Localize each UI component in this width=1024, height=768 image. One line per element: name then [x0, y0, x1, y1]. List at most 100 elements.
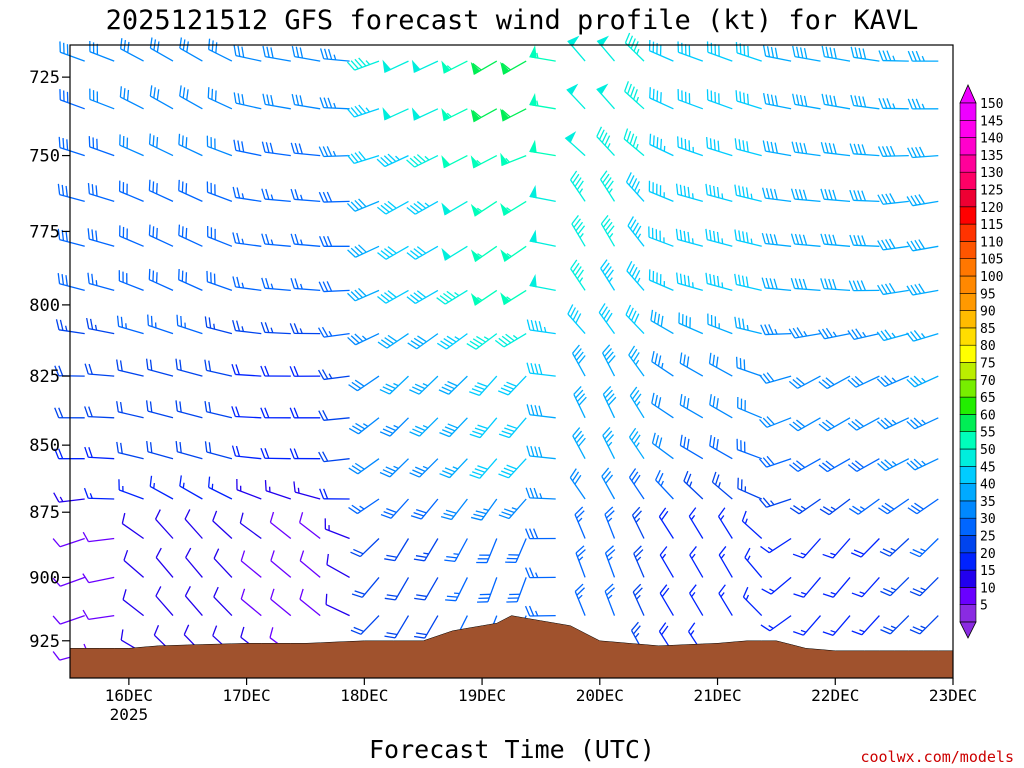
barb-staff [455, 577, 468, 601]
barb-full [855, 328, 863, 338]
wind-barb [318, 146, 350, 158]
barb-staff [206, 411, 233, 419]
barb-full [208, 442, 212, 454]
barb-full [792, 421, 802, 430]
wind-barb [851, 576, 880, 598]
barb-full [789, 507, 800, 515]
wind-barb [566, 83, 586, 110]
wind-barb [406, 200, 439, 215]
barb-full [631, 266, 638, 278]
barb-pennant [529, 274, 537, 288]
barb-full [119, 86, 122, 98]
barb-full [350, 247, 360, 257]
barb-full [265, 142, 270, 153]
barb-full [409, 472, 420, 478]
barb-staff [765, 375, 792, 384]
barb-full [317, 327, 325, 338]
barb-full [318, 451, 325, 462]
barb-full [790, 233, 796, 245]
barb-full [116, 315, 120, 327]
barb-half [862, 331, 867, 338]
barb-half [890, 625, 897, 629]
wind-barb [260, 407, 291, 419]
barb-full [683, 274, 687, 286]
wind-barb [289, 323, 321, 335]
wind-barb [414, 577, 439, 601]
wind-barb [441, 245, 468, 261]
barb-staff [824, 55, 851, 62]
barb-full [350, 629, 362, 635]
barb-full [526, 404, 531, 415]
barb-full [270, 95, 274, 106]
barb-full [122, 136, 125, 147]
barb-full [853, 190, 859, 201]
barb-staff [794, 55, 821, 62]
barb-full [679, 184, 683, 196]
barb-staff [648, 236, 674, 247]
barb-full [769, 188, 774, 200]
barb-full [849, 189, 855, 201]
barb-full [534, 446, 539, 458]
barb-staff [235, 102, 262, 110]
wind-barb [82, 531, 115, 543]
barb-full [409, 204, 420, 213]
barb-staff [59, 537, 85, 548]
wind-barb [213, 548, 233, 578]
barb-staff [120, 96, 144, 110]
wind-barb [717, 507, 733, 539]
wind-barb [233, 139, 262, 157]
barb-half [424, 155, 430, 161]
barb-half [721, 282, 724, 288]
barb-half [720, 553, 726, 559]
barb-staff [390, 498, 409, 519]
barb-staff [912, 289, 939, 296]
wind-barb [906, 239, 939, 252]
wind-barb [906, 458, 939, 471]
barb-full [741, 510, 747, 522]
barb-full [233, 92, 237, 104]
barb-full [824, 142, 829, 154]
barb-half [297, 487, 300, 494]
wind-barb [147, 314, 174, 335]
barb-half [750, 238, 753, 245]
wind-barb [567, 304, 586, 335]
wind-barb [52, 537, 85, 548]
barb-full [152, 226, 155, 238]
barb-staff [794, 287, 821, 292]
barb-half [691, 553, 696, 559]
barb-full [290, 142, 295, 154]
barb-half [578, 188, 584, 194]
barb-full [354, 152, 363, 162]
barb-full [264, 407, 270, 419]
barb-staff [59, 193, 85, 203]
barb-full [179, 359, 182, 371]
barb-half [691, 591, 696, 598]
barb-full [385, 383, 396, 390]
barb-full [416, 594, 427, 598]
barb-full [119, 360, 123, 372]
barb-half [89, 493, 93, 499]
barb-full [265, 278, 270, 289]
barb-full [472, 62, 482, 71]
wind-barb [574, 583, 586, 616]
barb-full [265, 233, 270, 245]
barb-full [179, 85, 182, 97]
barb-staff [914, 375, 939, 388]
barb-full [802, 234, 808, 246]
wind-barb [907, 50, 939, 62]
credit-text: coolwx.com/models [860, 748, 1014, 766]
wind-barb [291, 93, 321, 110]
barb-full [82, 609, 90, 620]
barb-staff [119, 280, 144, 292]
wind-barb [379, 375, 409, 395]
barb-full [657, 355, 662, 367]
barb-full [214, 184, 216, 196]
barb-half [452, 466, 459, 470]
barb-staff [736, 326, 762, 335]
barb-staff [59, 238, 85, 247]
wind-barb [346, 198, 380, 212]
barb-full [766, 416, 775, 425]
barb-half [477, 296, 483, 301]
barb-full [354, 333, 364, 342]
wind-barb [53, 492, 85, 503]
